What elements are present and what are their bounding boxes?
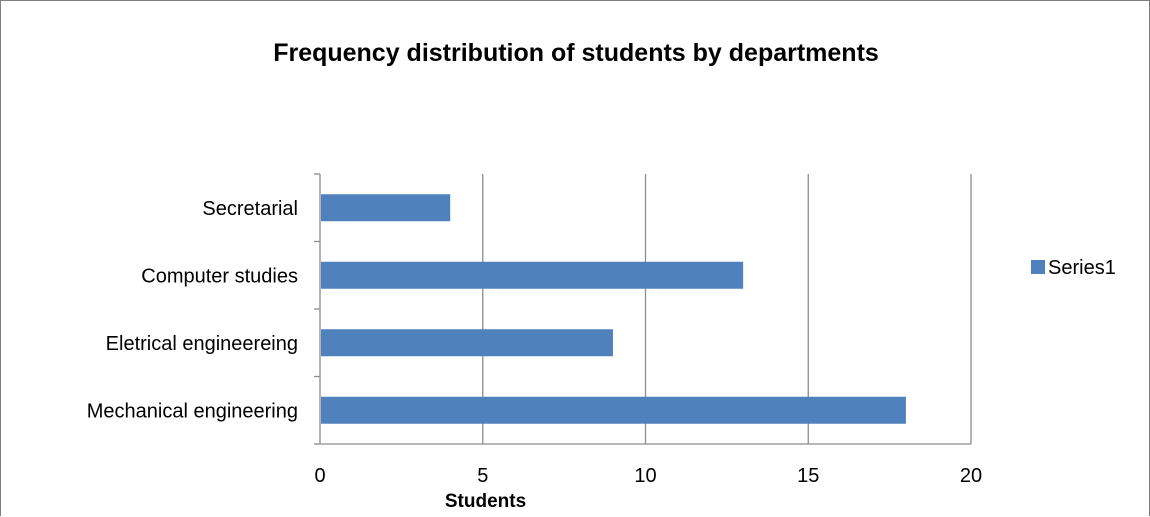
- category-label: Mechanical engineering: [87, 400, 298, 422]
- legend-swatch: [1031, 260, 1045, 274]
- legend: Series1: [1031, 257, 1116, 279]
- bar: [321, 261, 744, 289]
- chart-title: Frequency distribution of students by de…: [273, 39, 879, 67]
- category-labels: Mechanical engineering Eletrical engineer…: [87, 198, 298, 423]
- x-tick-label: 5: [477, 465, 488, 487]
- bar: [321, 194, 451, 222]
- legend-label: Series1: [1048, 257, 1116, 279]
- category-label: Computer studies: [141, 265, 298, 287]
- bar: [321, 329, 613, 357]
- x-axis-title: Students: [445, 491, 526, 512]
- bars: [321, 194, 906, 424]
- x-tick-label: 20: [960, 465, 982, 487]
- x-tick-label: 10: [634, 465, 656, 487]
- bar: [321, 396, 906, 424]
- x-tick-labels: 0 5 10 15 20: [314, 465, 982, 487]
- axes: [314, 173, 971, 445]
- category-label: Eletrical engineereing: [106, 333, 298, 355]
- category-label: Secretarial: [202, 198, 298, 220]
- x-tick-label: 15: [797, 465, 819, 487]
- x-tick-label: 0: [314, 465, 325, 487]
